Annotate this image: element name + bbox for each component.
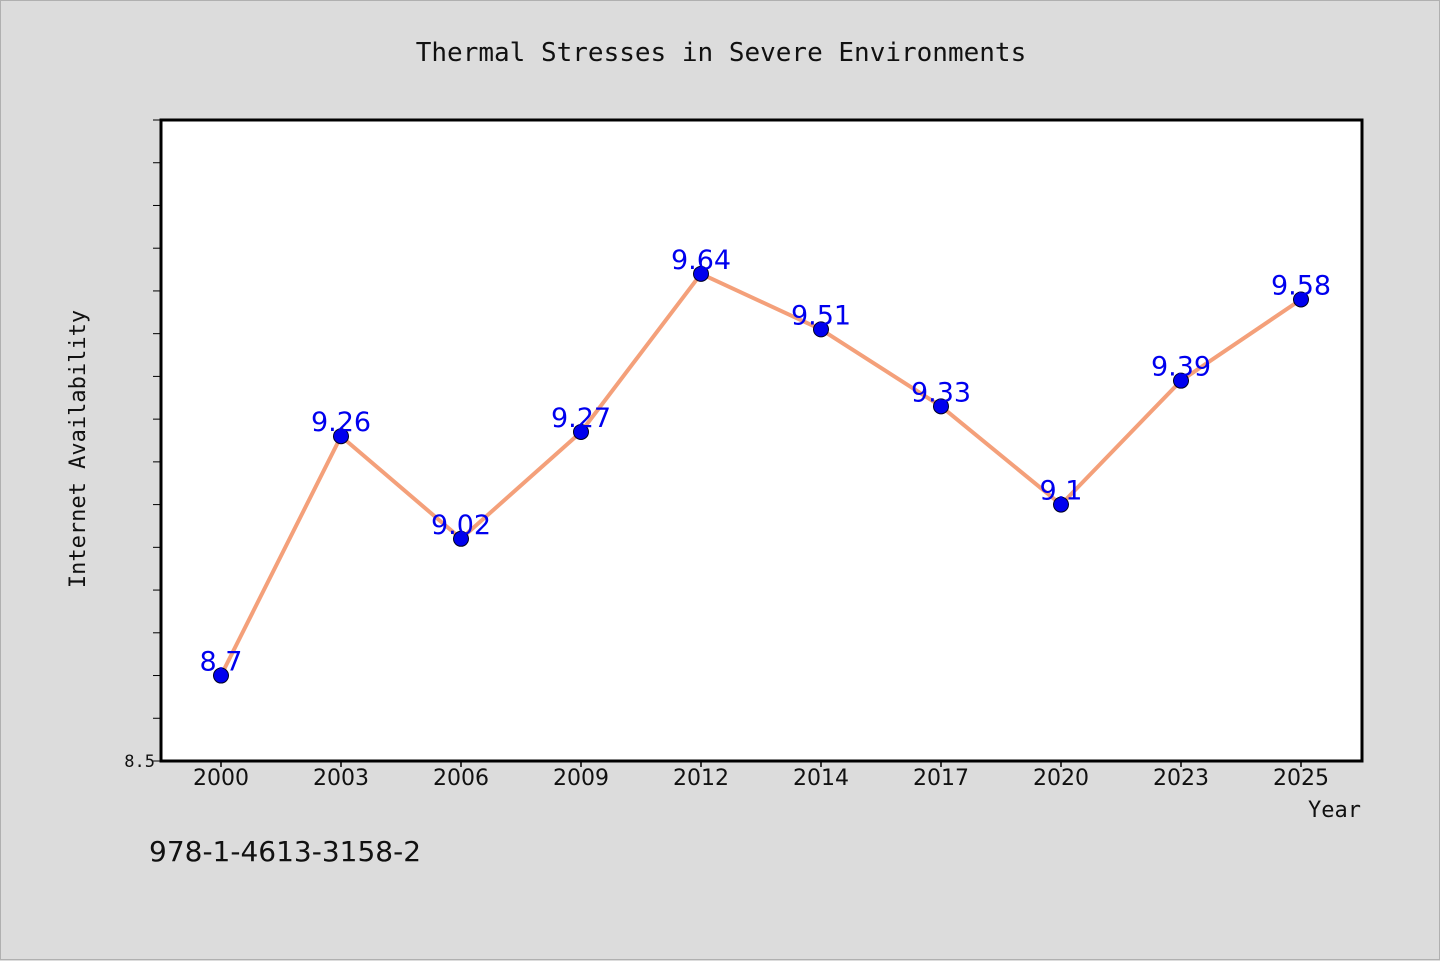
data-point: [1293, 291, 1309, 308]
data-label: 9.26: [311, 407, 371, 438]
series-line: [219, 271, 1303, 677]
y-axis-label: Internet Availability: [66, 310, 91, 588]
data-point: [813, 321, 829, 338]
x-tick-label: 2003: [313, 766, 369, 791]
x-tick-label: 2017: [913, 766, 969, 791]
plot-area: [159, 118, 1364, 763]
x-tick-label: 2020: [1033, 766, 1089, 791]
data-label: 9.64: [671, 245, 731, 276]
chart-title: Thermal Stresses in Severe Environments: [416, 38, 1026, 68]
isbn-label: 978-1-4613-3158-2: [149, 835, 422, 868]
data-point: [933, 398, 949, 415]
data-label: 9.1: [1040, 476, 1083, 507]
data-point: [1053, 496, 1069, 513]
data-label: 9.02: [431, 510, 491, 541]
x-tick-label: 2009: [553, 766, 609, 791]
x-axis-ticks: 2000 2003 2006 2009 2012 2014 2017 2020 2023 2025: [193, 761, 1329, 791]
x-tick-label: 2023: [1153, 766, 1209, 791]
x-tick-label: 2014: [793, 766, 849, 791]
x-tick-label: 2000: [193, 766, 249, 791]
y-tick-label: 8.5: [124, 752, 155, 772]
series-group: 8.7 9.26 9.02 9.27 9.64 9.51 9.33 9.1 9.39 9.58: [200, 245, 1331, 684]
data-label: 9.39: [1151, 352, 1211, 383]
data-point: [693, 265, 709, 282]
data-label: 9.58: [1271, 270, 1331, 301]
data-label: 9.33: [911, 377, 971, 408]
data-point: [213, 667, 229, 684]
data-label: 9.27: [551, 403, 611, 434]
data-point: [453, 530, 469, 547]
x-axis-label: Year: [1308, 798, 1361, 823]
y-axis-ticks: 8.5: [124, 119, 161, 772]
data-point: [1173, 372, 1189, 389]
data-point: [573, 423, 589, 440]
data-label: 8.7: [200, 647, 243, 678]
data-point: [333, 428, 349, 445]
x-tick-label: 2006: [433, 766, 489, 791]
x-tick-label: 2025: [1273, 766, 1329, 791]
data-label: 9.51: [791, 300, 851, 331]
x-tick-label: 2012: [673, 766, 729, 791]
